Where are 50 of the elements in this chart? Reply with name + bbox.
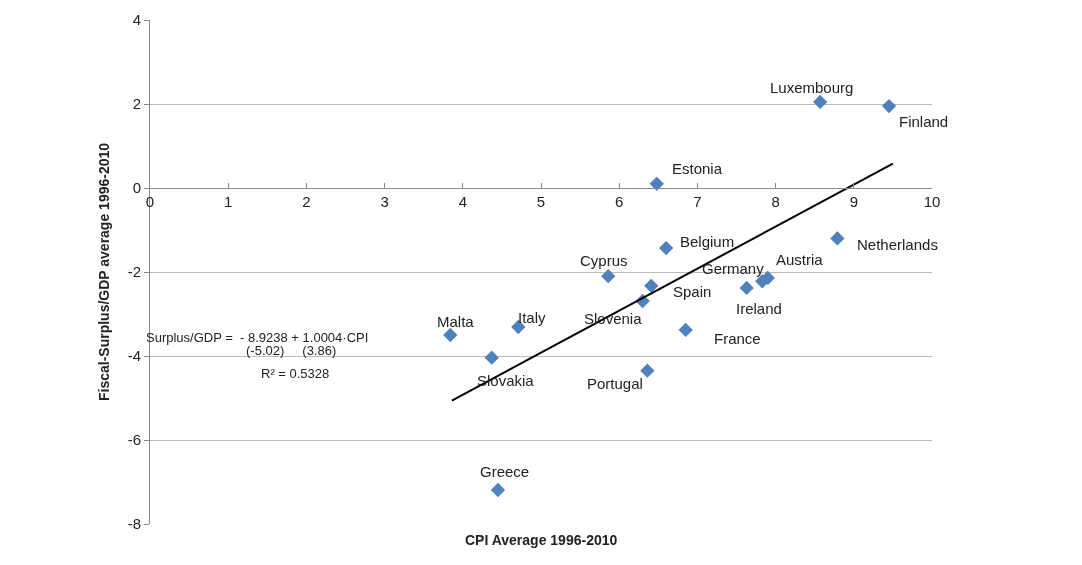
x-tick-label: 9 xyxy=(849,193,858,210)
annotation: Luxembourg xyxy=(770,79,854,96)
annotation: Cyprus xyxy=(580,252,628,269)
x-tick-label: 3 xyxy=(380,193,389,210)
x-axis-title: CPI Average 1996-2010 xyxy=(465,532,618,548)
point xyxy=(881,98,897,114)
x-tick-label: 4 xyxy=(458,193,467,210)
x-tick-label: 8 xyxy=(771,193,780,210)
x-tick-label: 7 xyxy=(693,193,702,210)
annotation: Estonia xyxy=(672,160,723,177)
point xyxy=(484,350,499,365)
annotation: (-5.02) (3.86) xyxy=(246,343,337,358)
annotation: Belgium xyxy=(680,233,735,250)
point xyxy=(678,322,693,338)
annotation: Netherlands xyxy=(857,236,938,253)
annotation: Germany xyxy=(702,260,765,277)
annotation: R² = 0.5328 xyxy=(261,366,330,381)
x-tick-label: 5 xyxy=(536,193,546,210)
y-tick-label: -6 xyxy=(127,431,141,449)
x-tick-label: 1 xyxy=(224,193,233,210)
annotation: Surplus/GDP = - 8.9238 + 1.0004·CPI xyxy=(146,330,369,345)
y-tick-label: -8 xyxy=(127,515,141,533)
annotation: France xyxy=(714,330,761,347)
point xyxy=(739,280,754,296)
x-tick-label: 6 xyxy=(615,193,624,210)
point xyxy=(490,482,506,498)
point xyxy=(601,269,616,284)
annotation: Austria xyxy=(776,251,824,268)
y-tick-label: -2 xyxy=(127,263,141,281)
point xyxy=(640,363,655,378)
point xyxy=(658,240,674,256)
x-tick-label: 0 xyxy=(145,193,155,210)
annotation: Spain xyxy=(673,283,712,300)
point xyxy=(644,278,659,294)
annotation: Malta xyxy=(437,313,475,330)
annotation: Portugal xyxy=(587,375,643,392)
y-tick-label: 2 xyxy=(132,95,141,113)
annotation: Greece xyxy=(480,463,530,480)
point xyxy=(443,327,458,343)
x-tick-label: 2 xyxy=(302,193,311,210)
annotation: Italy xyxy=(518,309,547,326)
y-tick-label: 4 xyxy=(132,11,141,29)
y-axis-title: Fiscal-Surplus/GDP average 1996-2010 xyxy=(96,142,113,402)
y-tick-label: 0 xyxy=(132,179,141,197)
annotation: Ireland xyxy=(736,300,782,317)
x-tick-label: 10 xyxy=(923,193,941,210)
annotation: Finland xyxy=(899,113,949,130)
point xyxy=(649,176,664,191)
point xyxy=(830,231,845,246)
y-tick-label: -4 xyxy=(127,347,141,365)
